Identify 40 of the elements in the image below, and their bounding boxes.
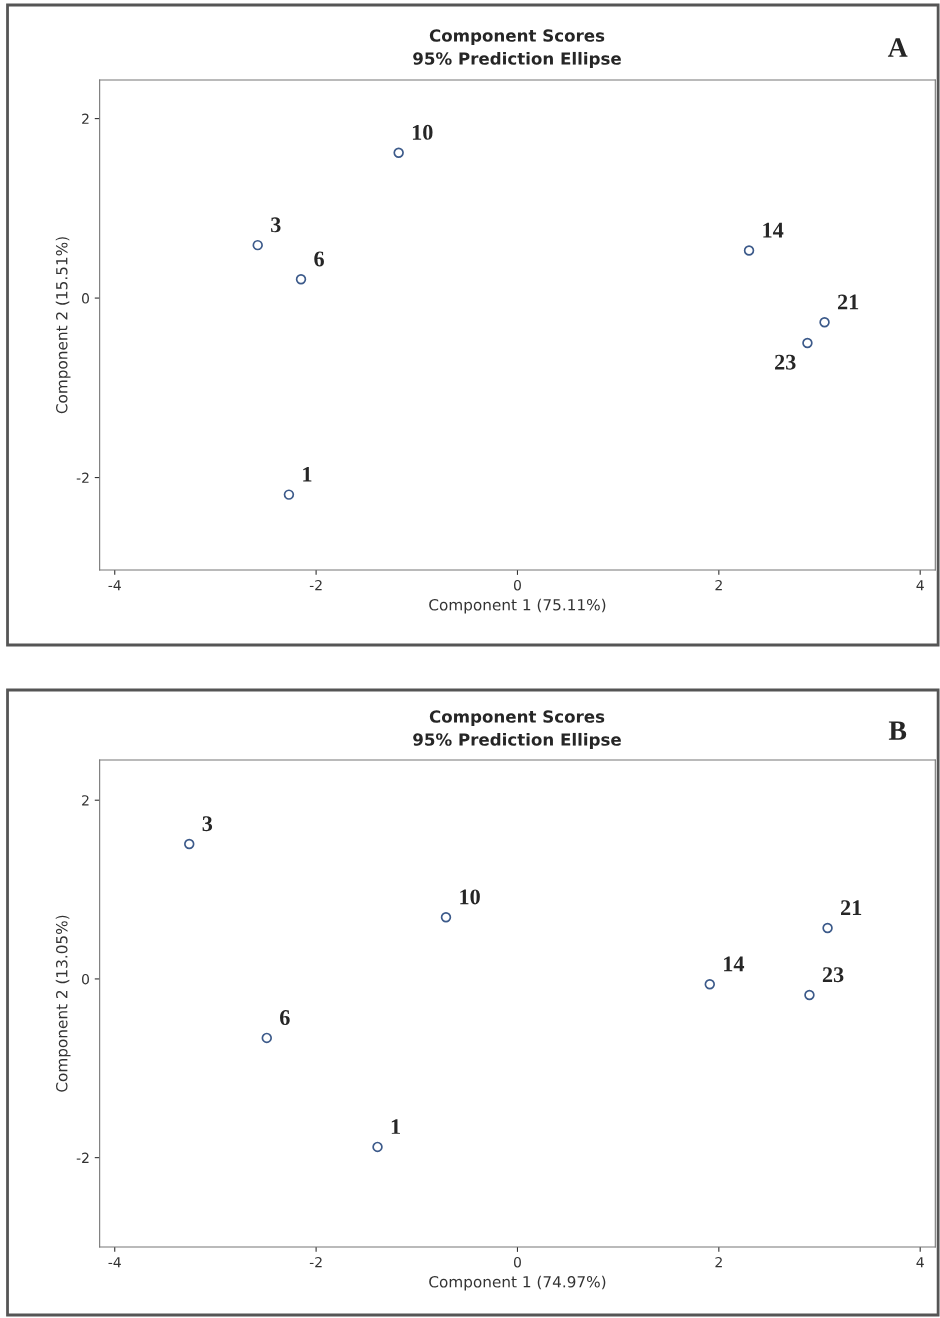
x-tick-label: 4 (916, 1257, 924, 1268)
x-tick-label: -4 (108, 580, 121, 591)
y-axis-title: Component 2 (13.05%) (55, 915, 71, 1092)
y-tick-label: 2 (82, 113, 89, 124)
chart-subtitle: 95% Prediction Ellipse (413, 51, 621, 69)
x-tick-label: 2 (715, 579, 722, 591)
annotation: 21 (841, 900, 862, 915)
y-tick-label: -2 (76, 1152, 89, 1163)
x-tick-label: 4 (916, 580, 924, 591)
annotation: 3 (202, 816, 213, 832)
annotation: 21 (837, 294, 859, 310)
y-tick-label: -2 (76, 472, 89, 483)
y-axis-title: Component 2 (15.51%) (55, 237, 71, 414)
annotation: 1 (391, 1119, 400, 1134)
x-tick-label: -2 (309, 579, 322, 591)
text: A (887, 38, 908, 57)
x-tick-label: 2 (715, 1256, 722, 1268)
annotation: 6 (280, 1010, 290, 1026)
x-tick-label: -2 (309, 1256, 322, 1268)
annotation: 6 (314, 251, 324, 267)
chart-title: Component Scores (429, 29, 605, 46)
x-tick-label: 0 (513, 579, 521, 591)
x-tick-label: -4 (108, 1257, 121, 1268)
annotation: 10 (412, 124, 433, 140)
annotation: 3 (271, 217, 281, 233)
annotation: 23 (822, 967, 844, 983)
annotation: 23 (775, 354, 796, 370)
y-tick-label: 2 (82, 795, 89, 806)
y-tick-label: 0 (82, 293, 89, 304)
annotation: 10 (460, 889, 480, 905)
text: B (888, 721, 907, 740)
annotation: 14 (763, 222, 784, 238)
x-tick-label: 0 (513, 1256, 521, 1268)
annotation: 14 (724, 956, 745, 972)
chart-subtitle: 95% Prediction Ellipse (413, 732, 621, 750)
x-axis-title: Component 1 (74.97%) (429, 1275, 606, 1291)
x-axis-title: Component 1 (75.11%) (429, 598, 606, 614)
y-tick-label: 0 (82, 973, 89, 985)
chart-title: Component Scores (429, 710, 605, 727)
annotation: 1 (303, 466, 312, 482)
